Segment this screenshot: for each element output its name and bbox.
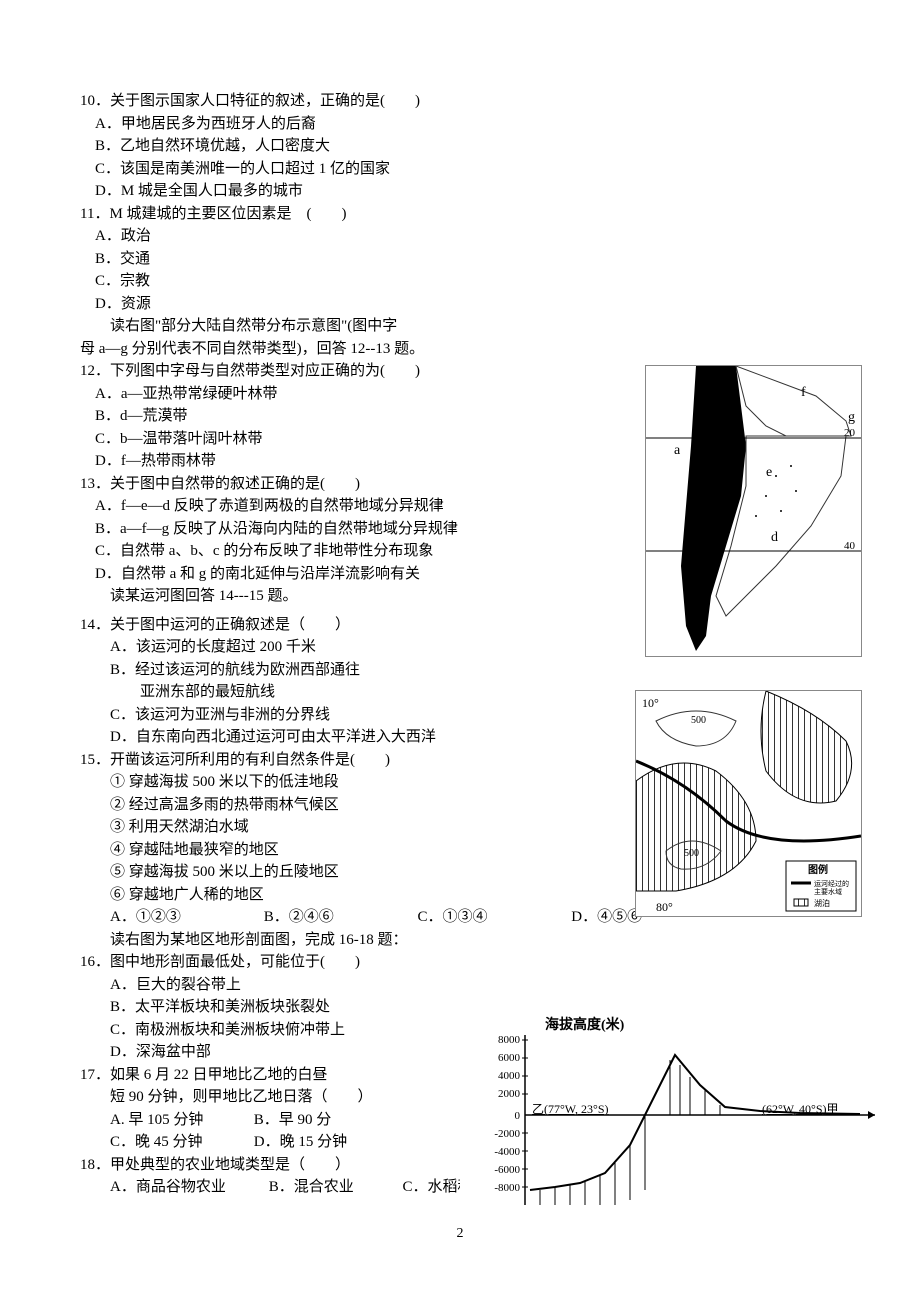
intro14: 读某运河图回答 14---15 题。 [80, 585, 560, 608]
q11-stem: 11．M 城建城的主要区位因素是 ( ) [80, 203, 840, 226]
q12-opt-b: B．d—荒漠带 [95, 405, 560, 428]
figure-canal-map: 10° 80° 79° 500 500 图例 运河经过的 主要水域 湖泊 [635, 690, 862, 917]
svg-text:-6000: -6000 [494, 1164, 520, 1176]
q10-opt-b: B．乙地自然环境优越，人口密度大 [95, 135, 840, 158]
svg-text:2000: 2000 [498, 1088, 521, 1100]
svg-text:8000: 8000 [498, 1034, 521, 1046]
q17-row2: C．晚 45 分钟 D．晚 15 分钟 [110, 1131, 400, 1154]
svg-text:80°: 80° [656, 900, 673, 914]
figure-elevation-profile: 海拔高度(米) 8000 6000 4000 2000 0 -2000 -400… [460, 1015, 880, 1215]
q11-opt-d: D．资源 [95, 293, 840, 316]
q13-opt-a: A．f—e—d 反映了赤道到两极的自然带地域分异规律 [95, 495, 560, 518]
q15-c3: ③ 利用天然湖泊水域 [110, 816, 560, 839]
q14-opt-b1: B．经过该运河的航线为欧洲西部通往 [110, 659, 560, 682]
q15-opt-c: C．①③④ [418, 906, 568, 929]
q12-opt-a: A．a—亚热带常绿硬叶林带 [95, 383, 560, 406]
profile-title: 海拔高度(米) [545, 1016, 625, 1033]
q14-stem: 14．关于图中运河的正确叙述是（ ） [80, 614, 560, 637]
svg-text:500: 500 [691, 715, 706, 726]
svg-text:f: f [801, 385, 806, 400]
q17-opt-b: B．早 90 分 [254, 1112, 332, 1128]
q15-c6: ⑥ 穿越地广人稀的地区 [110, 884, 560, 907]
q14-opt-a: A．该运河的长度超过 200 千米 [110, 636, 560, 659]
svg-text:40: 40 [844, 540, 856, 552]
q12-opt-c: C．b—温带落叶阔叶林带 [95, 428, 560, 451]
q14-opt-c: C．该运河为亚洲与非洲的分界线 [110, 704, 560, 727]
q17-opt-d: D．晚 15 分钟 [254, 1134, 347, 1150]
svg-text:湖泊: 湖泊 [814, 898, 830, 908]
q11-opt-a: A．政治 [95, 225, 840, 248]
q16-opt-b: B．太平洋板块和美洲板块张裂处 [110, 996, 400, 1019]
q15-opt-b: B．②④⑥ [264, 906, 414, 929]
q16-opt-c: C．南极洲板块和美洲板块俯冲带上 [110, 1019, 400, 1042]
figure-natural-zones: f g a e b d c 20 40 [645, 365, 862, 657]
q10-opt-c: C．该国是南美洲唯一的人口超过 1 亿的国家 [95, 158, 840, 181]
q14-opt-b2: 亚洲东部的最短航线 [110, 681, 560, 704]
q17-opt-c: C．晚 45 分钟 [110, 1131, 250, 1154]
q17-stem1: 17．如果 6 月 22 日甲地比乙地的白昼 [80, 1064, 400, 1087]
q15-c1: ① 穿越海拔 500 米以下的低洼地段 [110, 771, 560, 794]
q15-opt-d: D．④⑤⑥ [571, 906, 642, 929]
q13-stem: 13．关于图中自然带的叙述正确的是( ) [80, 473, 560, 496]
q12-opt-d: D．f—热带雨林带 [95, 450, 560, 473]
q15-opt-a: A．①②③ [110, 906, 260, 929]
q15-c2: ② 经过高温多雨的热带雨林气候区 [110, 794, 560, 817]
q16-opt-a: A．巨大的裂谷带上 [110, 974, 400, 997]
svg-text:主要水域: 主要水域 [814, 887, 842, 896]
svg-text:a: a [674, 443, 681, 458]
svg-text:运河经过的: 运河经过的 [814, 879, 849, 888]
q18-opt-a: A．商品谷物农业 [110, 1176, 265, 1199]
q14-opt-d: D．自东南向西北通过运河可由太平洋进入大西洋 [110, 726, 560, 749]
svg-text:乙(77°W, 23°S): 乙(77°W, 23°S) [532, 1102, 609, 1116]
q18-opt-b: B．混合农业 [269, 1176, 399, 1199]
svg-text:-2000: -2000 [494, 1128, 520, 1140]
q10-stem: 10．关于图示国家人口特征的叙述，正确的是( ) [80, 90, 840, 113]
svg-text:20: 20 [844, 427, 856, 439]
q13-opt-c: C．自然带 a、b、c 的分布反映了非地带性分布现象 [95, 540, 560, 563]
lat-label: 10° [642, 696, 659, 710]
q16-stem: 16．图中地形剖面最低处，可能位于( ) [80, 951, 400, 974]
q13-opt-d: D．自然带 a 和 g 的南北延伸与沿岸洋流影响有关 [95, 563, 560, 586]
q16-opt-d: D．深海盆中部 [110, 1041, 400, 1064]
svg-text:500: 500 [684, 848, 699, 859]
svg-text:b: b [686, 515, 693, 530]
svg-text:4000: 4000 [498, 1070, 521, 1082]
svg-text:c: c [688, 580, 694, 595]
svg-text:图例: 图例 [808, 863, 828, 876]
svg-text:d: d [771, 530, 778, 545]
q10-opt-a: A．甲地居民多为西班牙人的后裔 [95, 113, 840, 136]
q17-row1: A. 早 105 分钟 B．早 90 分 [110, 1109, 400, 1132]
q15-c4: ④ 穿越陆地最狭窄的地区 [110, 839, 560, 862]
q15-c5: ⑤ 穿越海拔 500 米以上的丘陵地区 [110, 861, 560, 884]
q11-opt-b: B．交通 [95, 248, 840, 271]
intro16: 读右图为某地区地形剖面图，完成 16-18 题： [80, 929, 840, 952]
page: f g a e b d c 20 40 10° 80° 79° [80, 90, 840, 1244]
q13-opt-b: B．a—f—g 反映了从沿海向内陆的自然带地域分异规律 [95, 518, 560, 541]
svg-text:g: g [848, 410, 855, 425]
q15-stem: 15．开凿该运河所利用的有利自然条件是( ) [80, 749, 560, 772]
page-number: 2 [80, 1223, 840, 1244]
q10-opt-d: D．M 城是全国人口最多的城市 [95, 180, 840, 203]
intro12-l1: 读右图"部分大陆自然带分布示意图"(图中字 [80, 315, 840, 338]
intro12-l2: 母 a—g 分别代表不同自然带类型)，回答 12--13 题。 [80, 338, 840, 361]
svg-text:-4000: -4000 [494, 1146, 520, 1158]
svg-text:-8000: -8000 [494, 1182, 520, 1194]
q11-opt-c: C．宗教 [95, 270, 840, 293]
svg-text:0: 0 [515, 1110, 521, 1122]
q12-stem: 12．下列图中字母与自然带类型对应正确的为( ) [80, 360, 560, 383]
svg-text:6000: 6000 [498, 1052, 521, 1064]
q17-stem2: 短 90 分钟，则甲地比乙地日落（ ） [80, 1086, 400, 1109]
q17-opt-a: A. 早 105 分钟 [110, 1109, 250, 1132]
svg-text:e: e [766, 465, 772, 480]
